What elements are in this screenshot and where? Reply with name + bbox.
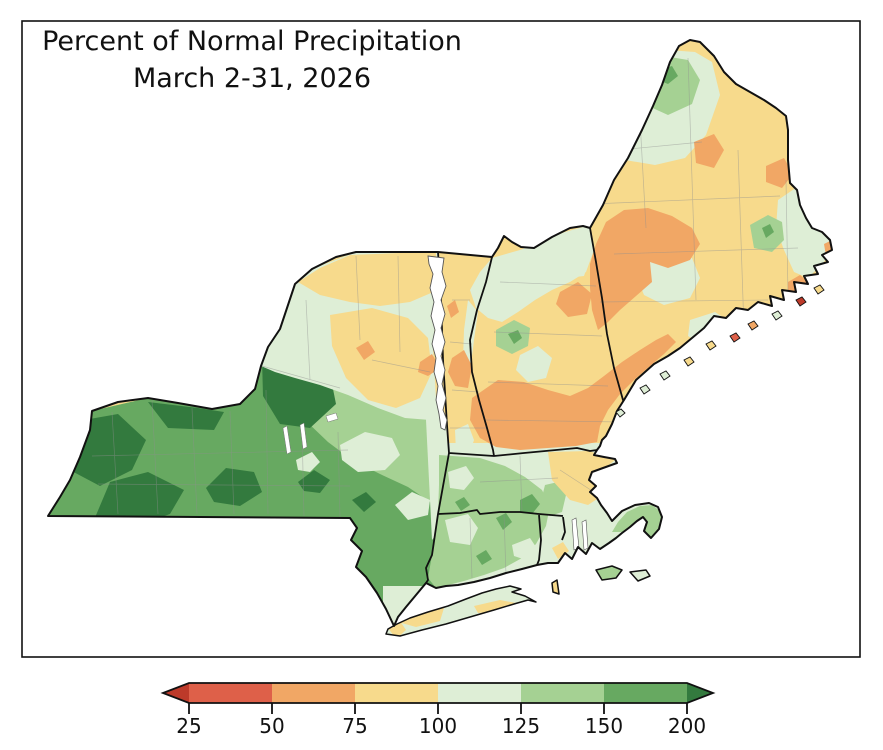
colorbar-tick-label: 25 <box>176 714 201 738</box>
colorbar-over-arrow <box>687 683 713 703</box>
colorbar-segment <box>438 683 521 703</box>
state-borders <box>425 227 634 584</box>
colorbar: 25 50 75 100 125 150 200 <box>160 682 716 738</box>
colorbar-tick-label: 50 <box>259 714 284 738</box>
colorbar-tick-label: 150 <box>585 714 623 738</box>
finger-lakes <box>282 412 339 455</box>
precip-region-blob <box>445 466 538 560</box>
coastal-islands <box>615 284 825 418</box>
region-outline <box>47 39 833 627</box>
colorbar-tick-label: 75 <box>342 714 367 738</box>
county-boundaries <box>91 57 799 579</box>
colorbar-tick-label: 200 <box>668 714 706 738</box>
colorbar-segment <box>272 683 355 703</box>
colorbar-ticks <box>188 703 688 714</box>
colorbar-under-arrow <box>163 683 189 703</box>
colorbar-segment <box>355 683 438 703</box>
colorbar-segment <box>604 683 687 703</box>
colorbar-segment <box>189 683 272 703</box>
colorbar-tick-label: 100 <box>419 714 457 738</box>
lake-champlain <box>427 255 448 431</box>
colorbar-segment <box>521 683 604 703</box>
map-title-line2: March 2-31, 2026 <box>133 63 371 94</box>
narragansett-bay <box>571 517 589 551</box>
long-island-outline <box>385 565 651 637</box>
colorbar-tick-label: 125 <box>502 714 540 738</box>
map-title-line1: Percent of Normal Precipitation <box>42 26 462 57</box>
